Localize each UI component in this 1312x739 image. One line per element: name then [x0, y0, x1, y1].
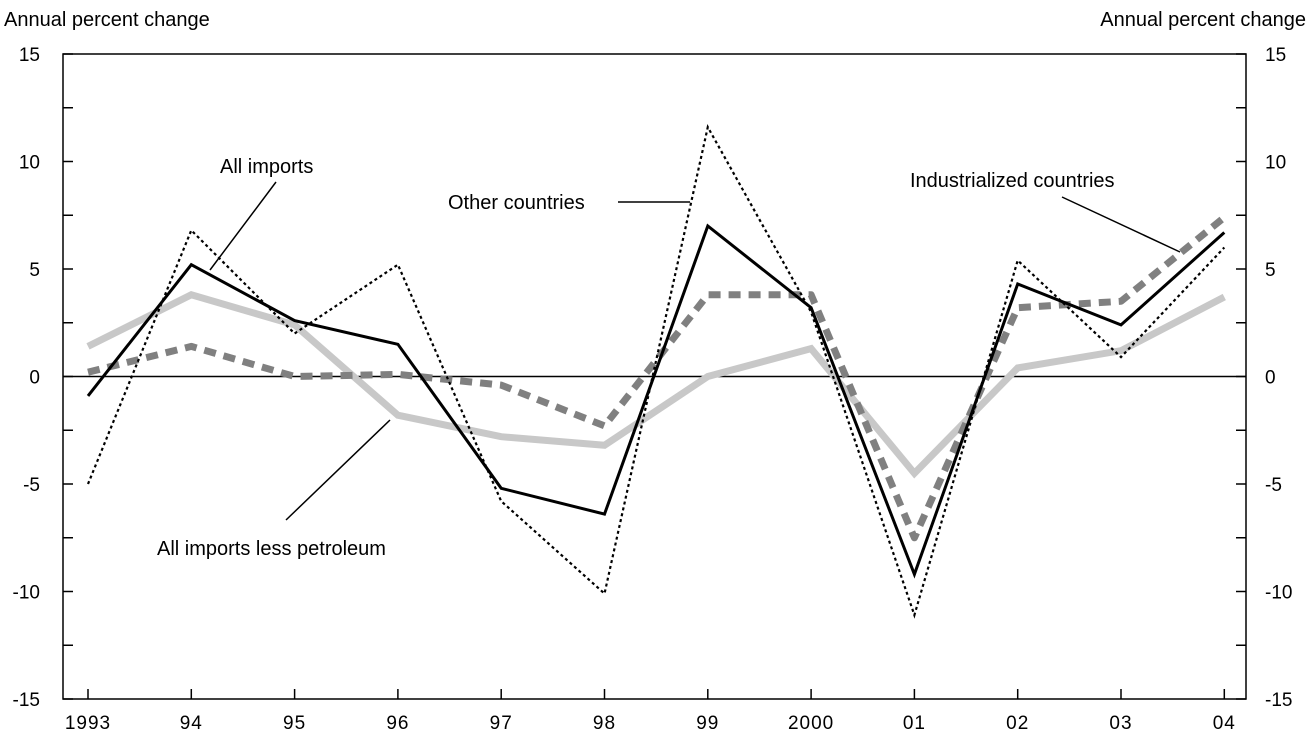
annotations: All imports Other countries Industrializ…	[157, 156, 1181, 560]
y-tick-label-right: 0	[1265, 368, 1276, 389]
x-tick-label: 2000	[788, 713, 834, 734]
x-tick-label: 04	[1213, 713, 1236, 734]
leader-industrialized-countries	[1061, 196, 1181, 253]
label-all-imports-less-petroleum: All imports less petroleum	[157, 538, 386, 560]
y-tick-label-right: 15	[1265, 45, 1286, 66]
y-axis-label-right: Annual percent change	[1100, 9, 1306, 31]
x-tick-label: 96	[386, 713, 409, 734]
x-tick-label: 02	[1006, 713, 1029, 734]
series-line-all-imports-less-petroleum	[86, 291, 1226, 479]
x-tick-label: 94	[180, 713, 203, 734]
y-tick-label-left: 10	[19, 153, 40, 174]
y-tick-label-right: 5	[1265, 260, 1276, 281]
x-tick-label: 01	[903, 713, 926, 734]
x-tick-label: 1993	[65, 713, 111, 734]
x-tick-label: 98	[593, 713, 616, 734]
x-tick-label: 95	[283, 713, 306, 734]
y-axis-label-left: Annual percent change	[4, 9, 210, 31]
y-tick-label-right: -10	[1265, 583, 1292, 604]
x-axis-ticks: 1993 94 95 96 97 98 99 2000 01 02 03 04	[65, 689, 1236, 734]
y-tick-label-left: -15	[13, 690, 40, 711]
series-line-all-imports	[86, 223, 1226, 579]
y-tick-label-right: -5	[1265, 475, 1282, 496]
y-tick-label-right: 10	[1265, 153, 1286, 174]
y-tick-label-left: -10	[13, 583, 40, 604]
series-line-industrialized-countries	[87, 214, 1227, 542]
y-tick-label-left: 0	[29, 368, 40, 389]
series-lines	[86, 124, 1227, 619]
y-tick-label-left: 5	[29, 260, 40, 281]
leader-all-imports	[209, 181, 277, 271]
label-other-countries: Other countries	[448, 192, 585, 214]
label-all-imports: All imports	[220, 156, 313, 178]
leader-all-imports-less-petroleum	[285, 419, 391, 521]
y-tick-label-right: -15	[1265, 690, 1292, 711]
label-industrialized-countries: Industrialized countries	[910, 170, 1115, 192]
x-tick-label: 99	[696, 713, 719, 734]
y-axis-ticks: 15 15 10 10 5 5 0 0 -5 -5 -10 -10 -15 -15	[13, 45, 1293, 711]
x-tick-label: 03	[1109, 713, 1132, 734]
y-tick-label-left: -5	[23, 475, 40, 496]
y-tick-label-left: 15	[19, 45, 40, 66]
x-tick-label: 97	[490, 713, 513, 734]
